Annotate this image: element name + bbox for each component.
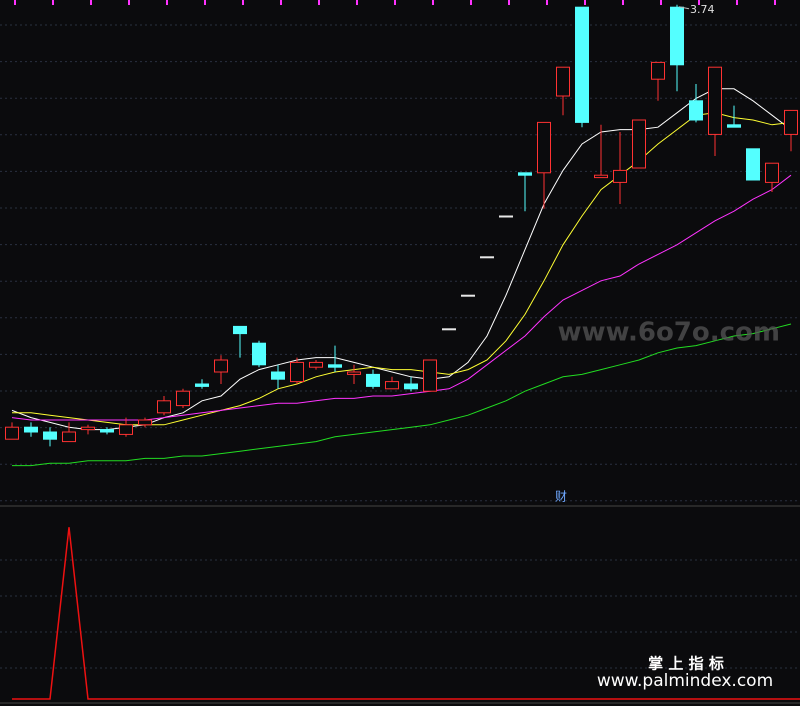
grid	[0, 0, 800, 669]
candle-body	[62, 431, 76, 443]
moving-average	[12, 323, 792, 467]
high-label: 3.74	[690, 3, 715, 16]
watermark-brand: 掌 上 指 标	[648, 655, 724, 673]
candle-body	[651, 61, 665, 80]
candle-body	[366, 373, 380, 387]
candle-body	[594, 174, 608, 179]
candle-body	[252, 342, 266, 366]
candle-body	[404, 383, 418, 390]
candle-body	[309, 361, 323, 368]
candle-body	[328, 364, 342, 368]
high-pointer	[678, 6, 690, 10]
candle-body	[746, 148, 760, 181]
candle-body	[271, 371, 285, 380]
candle-body	[480, 256, 494, 259]
candle-body	[442, 328, 456, 331]
finance-marker: 财	[555, 490, 567, 504]
candle-body	[119, 424, 133, 435]
indicator-line	[12, 527, 800, 700]
candle-body	[499, 215, 513, 218]
candle-body	[423, 359, 437, 392]
candle-body	[727, 124, 741, 128]
candle-body	[195, 383, 209, 387]
candle-body	[765, 162, 779, 183]
candle-body	[461, 294, 475, 297]
watermark-url: www.palmindex.com	[597, 671, 773, 691]
candle-body	[537, 121, 551, 174]
candle-body	[708, 66, 722, 135]
candle-body	[157, 400, 171, 414]
candle-body	[24, 426, 38, 433]
candle-body	[632, 119, 646, 169]
candle-body	[176, 390, 190, 407]
candle-body	[5, 426, 19, 440]
candle-body	[43, 431, 57, 440]
candle-body	[670, 6, 684, 66]
candle-body	[81, 426, 95, 431]
candle-body	[233, 325, 247, 335]
candle-body	[575, 6, 589, 123]
candle-body	[689, 100, 703, 121]
candle-body	[784, 109, 798, 135]
candle-body	[214, 359, 228, 373]
watermark-site: www.6o7o.com	[558, 318, 780, 348]
candle-body	[138, 419, 152, 426]
candle-body	[385, 381, 399, 390]
candle-body	[290, 361, 304, 383]
candle-body	[518, 172, 532, 176]
candle-body	[556, 66, 570, 97]
candle-body	[100, 429, 114, 433]
candle-body	[347, 371, 361, 375]
candle-body	[613, 169, 627, 183]
